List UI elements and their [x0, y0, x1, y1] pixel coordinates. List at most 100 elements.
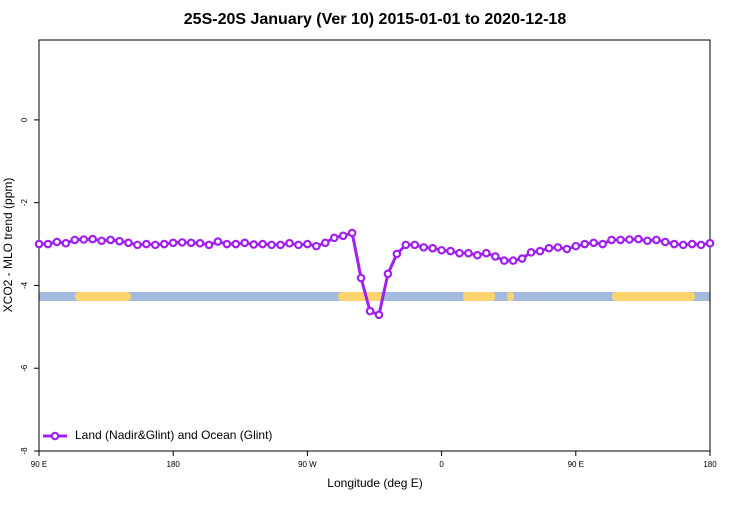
- land-band: [463, 292, 495, 301]
- y-tick-label: -6: [20, 364, 29, 372]
- legend-label: Land (Nadir&Glint) and Ocean (Glint): [75, 428, 272, 442]
- y-tick-label: 0: [20, 117, 29, 122]
- legend-marker: [50, 431, 60, 441]
- data-point: [490, 252, 500, 261]
- data-point: [231, 239, 241, 249]
- data-point: [535, 246, 545, 256]
- data-point: [598, 239, 607, 249]
- data-point: [303, 239, 312, 249]
- data-point: [124, 238, 133, 248]
- data-point: [625, 235, 634, 244]
- data-point: [276, 240, 285, 250]
- y-tick-label: -2: [20, 199, 29, 207]
- data-point: [401, 240, 411, 250]
- x-tick-label: 0: [439, 460, 444, 469]
- data-point: [347, 228, 357, 238]
- data-point: [455, 248, 464, 258]
- data-point: [356, 273, 366, 283]
- data-point: [374, 310, 384, 320]
- data-point: [177, 238, 187, 247]
- data-point: [61, 238, 71, 248]
- data-point: [70, 235, 80, 245]
- data-point: [240, 238, 250, 248]
- y-axis-label: XCO2 - MLO trend (ppm): [1, 178, 15, 313]
- data-point: [195, 238, 205, 248]
- data-point: [410, 240, 420, 250]
- data-point: [213, 237, 223, 246]
- data-point: [168, 238, 178, 248]
- data-point: [526, 248, 536, 257]
- data-point: [517, 254, 527, 263]
- data-point: [607, 235, 616, 245]
- data-point: [294, 240, 303, 250]
- data-point: [365, 306, 375, 316]
- data-point: [97, 236, 106, 246]
- data-point: [52, 237, 62, 247]
- data-point: [419, 243, 429, 252]
- data-point: [133, 240, 142, 250]
- data-point: [473, 250, 482, 260]
- data-point: [678, 240, 688, 250]
- data-point: [705, 238, 715, 248]
- data-point: [437, 245, 446, 255]
- data-point: [222, 239, 232, 249]
- data-point: [696, 240, 706, 250]
- land-band: [612, 292, 695, 301]
- data-point: [312, 241, 321, 251]
- data-point: [589, 238, 598, 248]
- data-point: [106, 235, 115, 245]
- data-point: [159, 239, 169, 249]
- data-point: [643, 236, 652, 246]
- data-point: [464, 248, 473, 258]
- land-ocean-band: [39, 292, 710, 301]
- series-line: [39, 230, 711, 317]
- data-point: [34, 239, 44, 249]
- data-point: [508, 256, 518, 265]
- data-point: [634, 234, 643, 244]
- data-point: [428, 243, 437, 253]
- x-tick-label: 90 E: [568, 460, 584, 469]
- land-band: [75, 292, 131, 301]
- data-point: [392, 249, 402, 259]
- data-point: [652, 235, 661, 245]
- data-point: [660, 237, 670, 247]
- data-point: [258, 239, 267, 249]
- data-point: [553, 243, 563, 252]
- data-point: [142, 239, 151, 249]
- data-point: [499, 256, 509, 265]
- y-tick-label: -4: [20, 281, 29, 289]
- data-point: [204, 240, 214, 250]
- land-band: [338, 292, 382, 301]
- data-point: [446, 246, 455, 256]
- chart-title: 25S-20S January (Ver 10) 2015-01-01 to 2…: [184, 11, 567, 28]
- x-tick-label: 180: [167, 460, 181, 469]
- data-point: [43, 239, 53, 249]
- data-point: [482, 248, 491, 258]
- data-point: [669, 239, 679, 249]
- data-point: [186, 238, 196, 248]
- data-point: [320, 238, 330, 248]
- data-point: [249, 240, 259, 249]
- x-tick-label: 180: [703, 460, 717, 469]
- data-point: [329, 233, 339, 243]
- data-point: [687, 239, 697, 249]
- data-point: [580, 239, 590, 249]
- data-point: [151, 240, 160, 250]
- data-point: [562, 244, 572, 254]
- data-point: [88, 234, 97, 244]
- data-point: [115, 236, 124, 246]
- x-tick-label: 90 W: [298, 460, 317, 469]
- data-point: [571, 241, 581, 251]
- data-point: [285, 238, 294, 248]
- data-point: [383, 269, 393, 279]
- x-tick-label: 90 E: [31, 460, 47, 469]
- data-point: [267, 240, 276, 250]
- data-point: [338, 231, 348, 241]
- x-axis-label: Longitude (deg E): [327, 476, 422, 490]
- land-band: [507, 292, 514, 301]
- data-point: [544, 243, 554, 253]
- y-tick-label: -8: [20, 447, 29, 455]
- data-point: [79, 235, 89, 244]
